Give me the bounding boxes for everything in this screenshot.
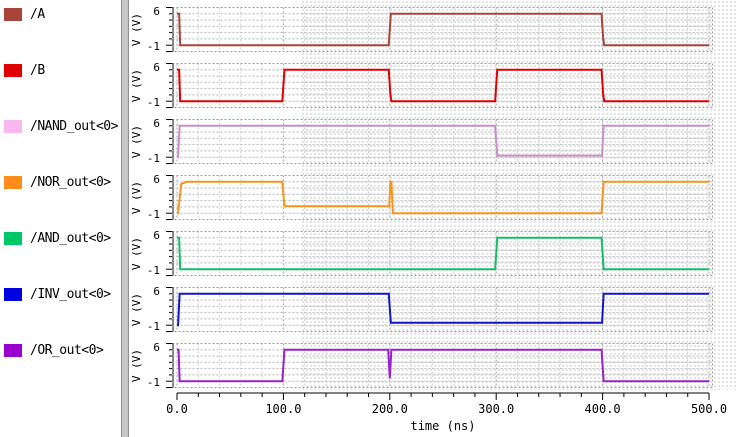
x-axis-title: time (ns) (410, 419, 475, 433)
signal-trace-b (177, 68, 709, 103)
x-axis-tick-label: 300.0 (478, 402, 514, 416)
signal-name-label: /INV_out<0> (30, 286, 111, 302)
panel-border (172, 287, 713, 332)
x-axis-tick-label: 200.0 (372, 402, 408, 416)
panel-border (172, 63, 713, 108)
signal-name-label: /A (30, 6, 45, 22)
waveform-panel-and-out-0[interactable] (172, 231, 713, 276)
y-axis-unit-label: V (V) (130, 12, 144, 46)
signal-trace-or-out-0 (177, 348, 709, 383)
signal-name-label: /NOR_out<0> (30, 174, 111, 190)
x-axis-tick-label: 0.0 (166, 402, 188, 416)
y-axis-unit-label: V (V) (130, 68, 144, 102)
trace-color-swatch-b (4, 63, 22, 77)
panel-border (172, 7, 713, 52)
y-axis-min-label: -1 (146, 152, 160, 165)
panel-border (172, 119, 713, 164)
y-axis-min-label: -1 (146, 96, 160, 109)
y-axis-unit-label: V (V) (130, 292, 144, 326)
signal-trace-a (177, 12, 709, 47)
waveform-panel-b[interactable] (172, 63, 713, 108)
waveform-panel-nor-out-0[interactable] (172, 175, 713, 220)
signal-name-label: /NAND_out<0> (30, 118, 118, 134)
trace-color-swatch-or-out-0 (4, 343, 22, 357)
y-axis-max-label: 6 (153, 341, 160, 354)
y-axis-min-label: -1 (146, 264, 160, 277)
y-axis-max-label: 6 (153, 61, 160, 74)
y-axis-unit-label: V (V) (130, 348, 144, 382)
trace-color-swatch-nand-out-0 (4, 119, 22, 133)
x-axis-tick-label: 100.0 (265, 402, 301, 416)
waveform-panel-a[interactable] (172, 7, 713, 52)
y-axis-unit-label: V (V) (130, 124, 144, 158)
y-axis-min-label: -1 (146, 320, 160, 333)
pane-splitter[interactable] (121, 0, 129, 437)
y-axis-max-label: 6 (153, 229, 160, 242)
legend-item-inv-out-0[interactable]: /INV_out<0> (4, 286, 111, 302)
signal-name-label: /OR_out<0> (30, 342, 104, 358)
trace-color-swatch-inv-out-0 (4, 287, 22, 301)
trace-color-swatch-and-out-0 (4, 231, 22, 245)
legend-item-and-out-0[interactable]: /AND_out<0> (4, 230, 111, 246)
y-axis-unit-label: V (V) (130, 236, 144, 270)
signal-name-label: /AND_out<0> (30, 230, 111, 246)
legend-item-a[interactable]: /A (4, 6, 45, 22)
legend-item-or-out-0[interactable]: /OR_out<0> (4, 342, 104, 358)
waveform-panel-nand-out-0[interactable] (172, 119, 713, 164)
x-axis-tick-label: 500.0 (691, 402, 727, 416)
y-axis-max-label: 6 (153, 173, 160, 186)
signal-trace-nor-out-0 (177, 180, 709, 215)
y-axis-max-label: 6 (153, 5, 160, 18)
y-axis-min-label: -1 (146, 208, 160, 221)
y-axis-min-label: -1 (146, 40, 160, 53)
trace-color-swatch-a (4, 7, 22, 21)
signal-trace-nand-out-0 (177, 124, 709, 159)
panel-border (172, 343, 713, 388)
waveform-panel-or-out-0[interactable] (172, 343, 713, 388)
y-axis-max-label: 6 (153, 117, 160, 130)
waveform-panel-inv-out-0[interactable] (172, 287, 713, 332)
x-axis: 0.0 100.0 200.0 300.0 400.0 500.0 time (ns) (166, 392, 727, 433)
waveform-plot-area: V (V) 6 -1 V (V) 6 -1 V (V) 6 -1 V (V) 6 -1 V (V) 6 -1… (129, 0, 737, 437)
panel-border (172, 231, 713, 276)
signal-name-label: /B (30, 62, 45, 78)
signal-trace-inv-out-0 (177, 292, 709, 327)
legend-item-nor-out-0[interactable]: /NOR_out<0> (4, 174, 111, 190)
y-axis-max-label: 6 (153, 285, 160, 298)
signal-trace-and-out-0 (177, 236, 709, 271)
legend-item-nand-out-0[interactable]: /NAND_out<0> (4, 118, 118, 134)
legend-item-b[interactable]: /B (4, 62, 45, 78)
trace-color-swatch-nor-out-0 (4, 175, 22, 189)
signal-legend-panel: /A/B/NAND_out<0> /NOR_out<0> /AND_out<0> /I… (0, 0, 121, 437)
x-axis-tick-label: 400.0 (585, 402, 621, 416)
y-axis-min-label: -1 (146, 376, 160, 389)
y-axis-unit-label: V (V) (130, 180, 144, 214)
panel-border (172, 175, 713, 220)
